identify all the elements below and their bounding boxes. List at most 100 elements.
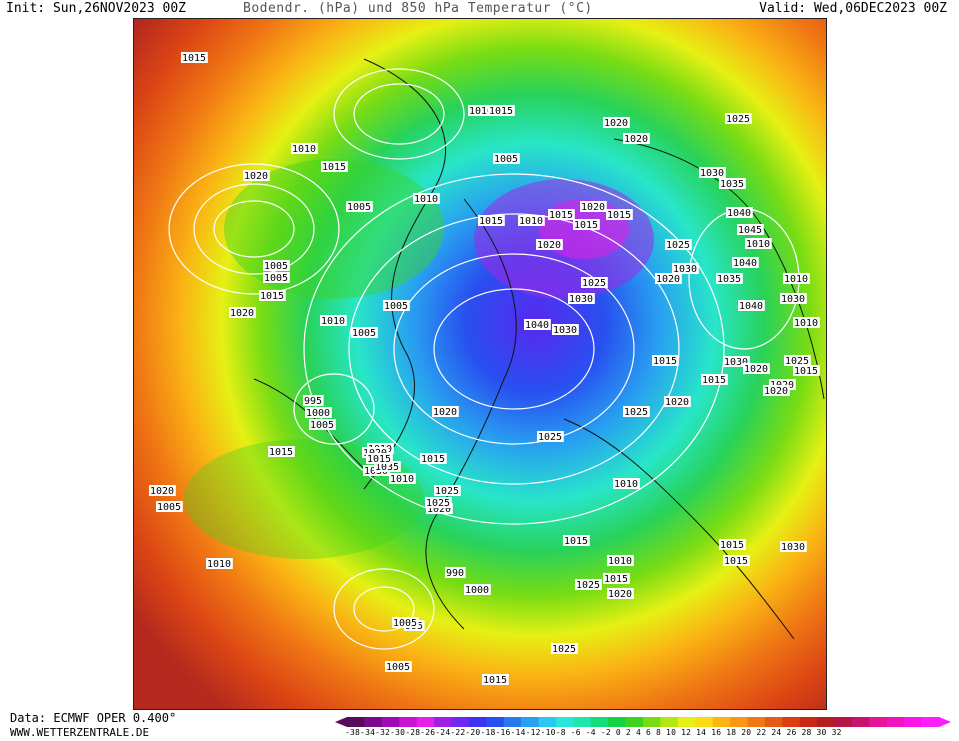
scale-swatch — [555, 717, 574, 727]
pressure-label: 1030 — [673, 264, 697, 275]
scale-swatch — [347, 717, 365, 727]
pressure-label: 1025 — [552, 644, 576, 655]
pressure-label: 1020 — [244, 171, 268, 182]
valid-time: Valid: Wed,06DEC2023 00Z — [759, 1, 947, 16]
pressure-label-bg — [783, 273, 810, 284]
pressure-label-bg — [699, 167, 726, 178]
pressure-label-bg — [482, 674, 509, 685]
pressure-label: 1030 — [569, 294, 593, 305]
scale-swatch — [538, 717, 557, 727]
pressure-label: 1005 — [310, 420, 334, 431]
pressure-label-bg — [655, 273, 682, 284]
pressure-label: 1025 — [785, 356, 809, 367]
pressure-label-bg — [623, 133, 650, 144]
pressure-label: 1020 — [656, 274, 680, 285]
pressure-label: 1015 — [724, 556, 748, 567]
pressure-label: 1025 — [538, 432, 562, 443]
scale-swatch — [869, 717, 888, 727]
scale-swatch — [730, 717, 748, 727]
pressure-label: 1010 — [321, 316, 345, 327]
pressure-label: 1035 — [720, 179, 744, 190]
pressure-label-bg — [268, 446, 295, 457]
pressure-label: 1015 — [367, 454, 391, 465]
pressure-label-bg — [537, 431, 564, 442]
pressure-label: 1020 — [665, 397, 689, 408]
pressure-label: 1005 — [393, 618, 417, 629]
pressure-label: 1020 — [150, 486, 174, 497]
pressure-label-bg — [346, 201, 373, 212]
isobars — [168, 68, 800, 650]
pressure-label: 1015 — [182, 53, 206, 64]
pressure-label: 1040 — [727, 208, 751, 219]
pressure-label-bg — [413, 193, 440, 204]
pressure-label: 995 — [304, 396, 322, 407]
pressure-label-bg — [434, 485, 461, 496]
scale-swatch — [364, 717, 383, 727]
pressure-label-bg — [652, 355, 679, 366]
pressure-label: 1025 — [576, 580, 600, 591]
pressure-label-bg — [392, 617, 419, 628]
temperature-color-scale: -38-34-32-30-28-26-24-22-20-18-16-14-12-… — [335, 714, 959, 741]
pressure-label-bg — [263, 260, 290, 271]
site-url[interactable]: WWW.WETTERZENTRALE.DE — [10, 726, 150, 739]
pressure-label: 1005 — [264, 261, 288, 272]
pressure-label-bg — [623, 406, 650, 417]
pressure-label: 1010 — [414, 194, 438, 205]
pressure-label-bg — [518, 215, 545, 226]
pressure-label: 1010 — [292, 144, 316, 155]
pressure-label-bg — [606, 209, 633, 220]
pressure-label-bg — [719, 178, 746, 189]
pressure-label-bg — [432, 406, 459, 417]
pressure-label-bg — [351, 327, 378, 338]
scale-swatch — [799, 717, 818, 727]
pressure-label-bg — [464, 584, 491, 595]
pressure-label-bg — [665, 239, 692, 250]
pressure-label: 1005 — [494, 154, 518, 165]
pressure-label: 1015 — [604, 574, 628, 585]
weather-map[interactable]: 1015 1010 1015 1010 1020 1025 1015 1005 1020 1015… — [133, 18, 827, 710]
map-canvas: 1015 1010 1015 1010 1020 1025 1015 1005 1020 1015… — [134, 19, 826, 709]
pressure-label: 1015 — [479, 216, 503, 227]
pressure-label-bg — [259, 290, 286, 301]
pressure-label-bg — [291, 143, 318, 154]
pressure-label: 1020 — [427, 504, 451, 515]
pressure-label: 1025 — [435, 486, 459, 497]
scale-swatch — [834, 717, 853, 727]
pressure-label-bg — [738, 300, 765, 311]
pressure-label-bg — [478, 215, 505, 226]
pressure-label: 1010 — [390, 474, 414, 485]
pressure-label: 1010 — [469, 106, 493, 117]
scale-swatch — [590, 717, 609, 727]
scale-swatch — [851, 717, 870, 727]
pressure-label: 1015 — [322, 162, 346, 173]
pressure-label-bg — [243, 170, 270, 181]
pressure-label: 1025 — [624, 407, 648, 418]
pressure-label: 1020 — [604, 118, 628, 129]
pressure-label-bg — [732, 257, 759, 268]
scale-swatch — [381, 717, 400, 727]
pressure-label-bg — [568, 293, 595, 304]
pressure-label-bg — [536, 239, 563, 250]
pressure-label-bg — [362, 447, 389, 458]
scale-swatch — [399, 717, 418, 727]
scale-swatch — [468, 717, 487, 727]
pressure-label: 1005 — [386, 662, 410, 673]
pressure-label: 990 — [446, 568, 464, 579]
header: Init: Sun,26NOV2023 00Z Bodendr. (hPa) u… — [0, 0, 959, 18]
scale-swatch — [817, 717, 836, 727]
pressure-label-bg — [149, 485, 176, 496]
data-source: Data: ECMWF OPER 0.400° — [10, 711, 177, 725]
pressure-label-bg — [320, 315, 347, 326]
pressure-label-bg — [793, 317, 820, 328]
pressure-label: 1020 — [581, 202, 605, 213]
pressure-label: 1000 — [306, 408, 330, 419]
pressure-label-bg — [493, 153, 520, 164]
scale-swatch — [886, 717, 905, 727]
pressure-label-bg — [769, 379, 796, 390]
pressure-label-bg — [780, 541, 807, 552]
pressure-label: 1005 — [264, 273, 288, 284]
pressure-label-bg — [389, 473, 416, 484]
pressure-label: 1015 — [653, 356, 677, 367]
pressure-label-bg — [672, 263, 699, 274]
pressure-label: 1030 — [724, 357, 748, 368]
